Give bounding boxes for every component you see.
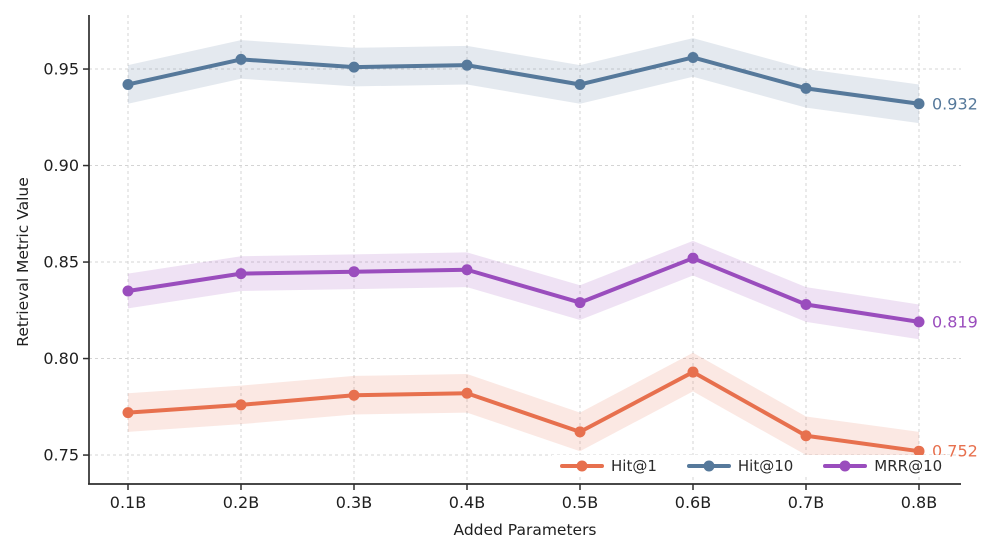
x-tick-label: 0.1B [110, 493, 146, 512]
y-tick-label: 0.95 [43, 60, 79, 79]
data-point [348, 389, 360, 401]
data-point [461, 387, 473, 399]
confidence-band [128, 38, 919, 124]
data-point [235, 53, 247, 65]
x-tick-label: 0.7B [788, 493, 824, 512]
confidence-band [128, 240, 919, 340]
data-point [800, 430, 812, 442]
y-tick-label: 0.80 [43, 349, 79, 368]
y-axis-label: Retrieval Metric Value [14, 177, 32, 347]
data-point [687, 252, 699, 264]
series-line [126, 55, 921, 106]
data-point [461, 59, 473, 71]
data-point [800, 299, 812, 311]
legend-marker-icon [823, 460, 868, 472]
legend-label: Hit@10 [737, 457, 794, 475]
x-axis-label: Added Parameters [453, 521, 597, 539]
data-point [574, 426, 586, 438]
y-tick-label: 0.85 [43, 253, 79, 272]
x-tick-label: 0.2B [223, 493, 259, 512]
data-point [122, 407, 134, 419]
legend-item: MRR@10 [823, 457, 942, 475]
x-tick-label: 0.5B [562, 493, 598, 512]
end-value-label: 0.932 [932, 94, 978, 113]
x-tick-label: 0.3B [336, 493, 372, 512]
data-point [235, 268, 247, 280]
legend-item: Hit@10 [686, 457, 794, 475]
series-line [126, 256, 921, 324]
data-point [122, 78, 134, 90]
data-point [687, 51, 699, 63]
legend-item: Hit@1 [560, 457, 657, 475]
legend-label: Hit@1 [611, 457, 657, 475]
x-tick-label: 0.8B [901, 493, 937, 512]
data-point [122, 285, 134, 297]
data-point [913, 98, 925, 110]
y-tick-label: 0.75 [43, 446, 79, 465]
data-point [687, 366, 699, 378]
x-tick-label: 0.4B [449, 493, 485, 512]
end-value-label: 0.819 [932, 312, 978, 331]
data-point [574, 297, 586, 309]
legend-label: MRR@10 [874, 457, 943, 475]
data-point [348, 266, 360, 278]
series-line [126, 370, 921, 454]
x-tick-label: 0.6B [675, 493, 711, 512]
data-point [913, 445, 925, 457]
data-point [913, 316, 925, 328]
data-point [461, 264, 473, 276]
data-point [235, 399, 247, 411]
data-point [800, 82, 812, 94]
y-tick-label: 0.90 [43, 156, 79, 175]
legend: Hit@1 Hit@10 MRR@10 [552, 455, 951, 477]
data-point [574, 78, 586, 90]
legend-marker-icon [686, 460, 731, 472]
legend-marker-icon [560, 460, 604, 472]
data-point [348, 61, 360, 73]
